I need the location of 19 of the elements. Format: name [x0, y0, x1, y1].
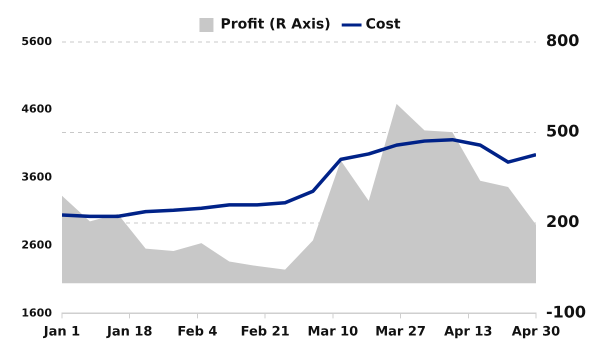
y-tick-label: 2600 — [21, 238, 52, 252]
legend-label: Profit (R Axis) — [220, 16, 331, 33]
y2-tick-label: 800 — [546, 31, 580, 50]
x-tick-label: Apr 13 — [444, 324, 492, 340]
x-tick-label: Mar 27 — [375, 324, 426, 340]
x-tick-label: Feb 21 — [240, 324, 290, 340]
x-tick-label: Mar 10 — [307, 324, 358, 340]
y-tick-label: 4600 — [21, 102, 52, 116]
y-tick-label: 3600 — [21, 170, 52, 184]
y2-tick-label: 500 — [546, 122, 580, 141]
x-tick-label: Jan 18 — [106, 324, 152, 340]
x-tick-label: Feb 4 — [177, 324, 218, 340]
x-tick-label: Apr 30 — [512, 324, 560, 340]
legend-label: Cost — [366, 16, 401, 33]
y2-tick-label: -100 — [546, 302, 586, 322]
y2-tick-label: 200 — [546, 212, 580, 232]
y-tick-label: 1600 — [21, 306, 52, 320]
x-tick-label: Jan 1 — [42, 324, 80, 340]
y-tick-label: 5600 — [21, 34, 52, 48]
